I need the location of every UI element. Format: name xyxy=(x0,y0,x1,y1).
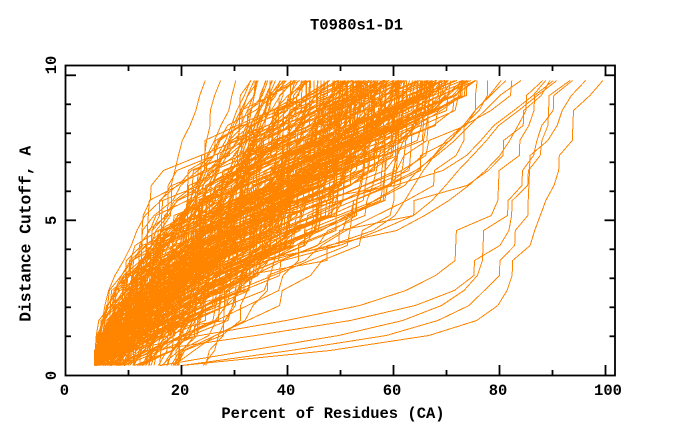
svg-text:20: 20 xyxy=(171,382,190,400)
svg-text:5: 5 xyxy=(43,216,61,225)
svg-text:0: 0 xyxy=(60,382,69,400)
svg-text:T0980s1-D1: T0980s1-D1 xyxy=(310,17,403,35)
svg-text:80: 80 xyxy=(489,382,508,400)
svg-text:10: 10 xyxy=(43,56,61,75)
svg-text:60: 60 xyxy=(383,382,402,400)
svg-text:0: 0 xyxy=(43,371,61,380)
svg-text:40: 40 xyxy=(277,382,296,400)
svg-text:Distance Cutoff, A: Distance Cutoff, A xyxy=(16,146,35,322)
svg-text:100: 100 xyxy=(594,382,622,400)
svg-text:Percent of Residues (CA): Percent of Residues (CA) xyxy=(221,405,444,423)
